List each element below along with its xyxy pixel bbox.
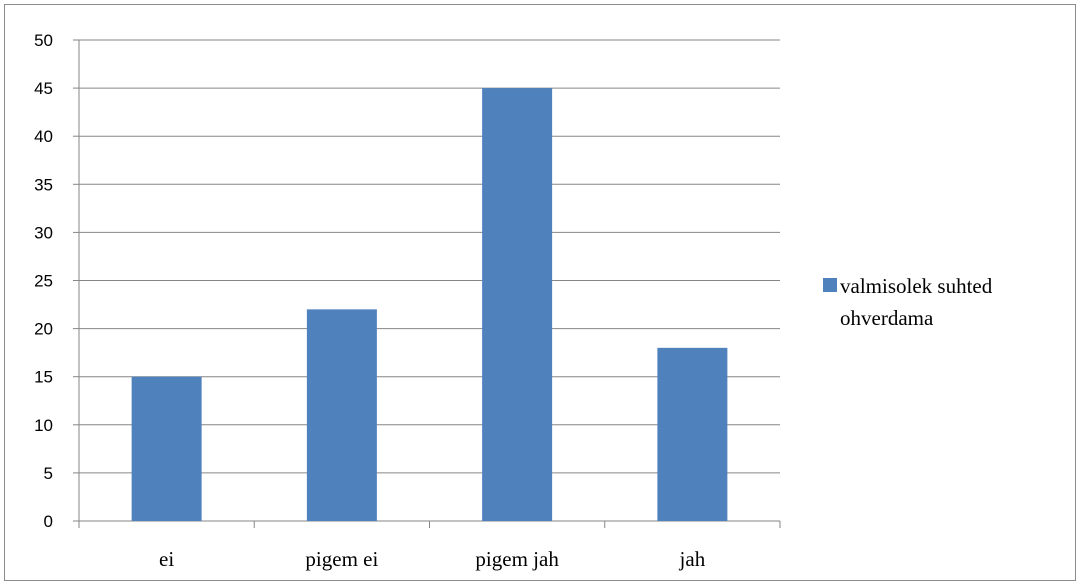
bar	[306, 309, 377, 521]
y-tick-label: 0	[44, 512, 53, 531]
y-tick-label: 45	[34, 79, 53, 98]
bar	[657, 347, 728, 521]
legend-label: valmisolek suhted	[840, 274, 993, 298]
y-tick-label: 5	[44, 464, 53, 483]
x-tick-label: pigem jah	[475, 547, 559, 571]
y-tick-label: 25	[34, 272, 53, 291]
y-tick-label: 30	[34, 223, 53, 242]
legend-swatch	[823, 278, 837, 292]
legend-label: ohverdama	[840, 306, 934, 330]
y-tick-label: 15	[34, 368, 53, 387]
x-tick-label: pigem ei	[305, 547, 378, 571]
x-tick-label: ei	[159, 547, 174, 571]
y-tick-label: 10	[34, 416, 53, 435]
y-tick-label: 20	[34, 320, 53, 339]
bar	[131, 376, 202, 521]
x-tick-label: jah	[679, 547, 706, 571]
y-tick-label: 50	[34, 31, 53, 50]
y-tick-label: 35	[34, 175, 53, 194]
bar	[482, 88, 553, 521]
y-tick-label: 40	[34, 127, 53, 146]
